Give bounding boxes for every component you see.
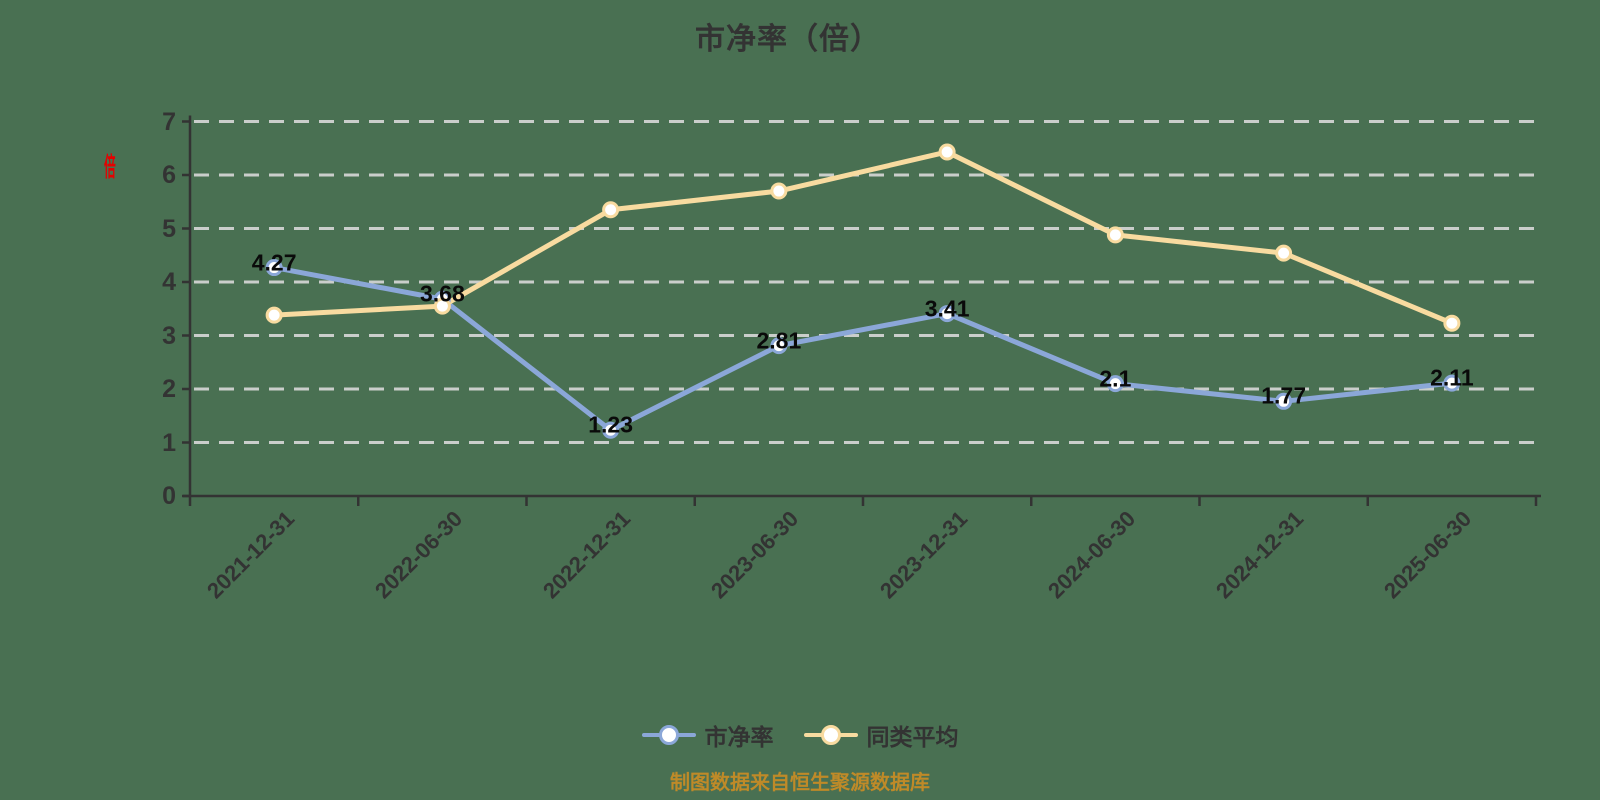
legend: 市净率 同类平均	[0, 718, 1600, 752]
data-source-caption: 制图数据来自恒生聚源数据库	[670, 772, 930, 794]
y-tick-label: 6	[162, 161, 176, 189]
data-point-pb-2025-06-30[interactable]	[1443, 374, 1461, 392]
legend-label-avg: 同类平均	[866, 724, 959, 750]
y-tick-label: 0	[162, 482, 176, 510]
data-point-avg-2024-12-31[interactable]	[1275, 244, 1293, 262]
data-point-pb-2023-06-30[interactable]	[770, 337, 788, 355]
y-tick-label: 7	[162, 107, 176, 136]
data-label: 2.11	[1430, 364, 1474, 391]
data-label: 4.27	[251, 249, 297, 276]
data-label: 3.68	[419, 280, 465, 307]
data-point-pb-2024-06-30[interactable]	[1106, 375, 1124, 393]
legend-item-pb[interactable]: 市净率	[641, 718, 774, 752]
y-tick-label: 5	[162, 214, 176, 243]
data-label: 1.77	[1261, 382, 1307, 409]
y-axis-unit-label: 倍	[104, 152, 116, 182]
y-tick-label: 4	[162, 268, 176, 296]
data-label: 2.81	[756, 327, 802, 354]
series-line-pb	[271, 265, 1455, 433]
data-point-pb-2021-12-31[interactable]	[265, 259, 283, 277]
data-label: 3.41	[924, 295, 970, 322]
data-point-avg-2025-06-30[interactable]	[1443, 314, 1461, 332]
legend-item-avg[interactable]: 同类平均	[803, 718, 959, 752]
line-marker-icon	[803, 722, 858, 748]
y-tick-label: 2	[162, 375, 176, 403]
y-tick-label: 1	[162, 428, 176, 457]
line-marker-icon	[641, 722, 696, 748]
data-point-pb-2023-12-31[interactable]	[938, 305, 956, 323]
data-point-avg-2022-06-30[interactable]	[433, 297, 451, 315]
data-point-pb-2022-12-31[interactable]	[602, 421, 620, 439]
chart-title: 市净率（倍）	[695, 23, 881, 56]
data-point-avg-2024-06-30[interactable]	[1106, 226, 1124, 244]
data-point-avg-2023-06-30[interactable]	[770, 182, 788, 200]
data-point-pb-2024-12-31[interactable]	[1275, 392, 1293, 410]
y-tick-label: 3	[162, 321, 176, 350]
data-point-avg-2023-12-31[interactable]	[938, 143, 956, 161]
legend-circle	[658, 725, 679, 745]
data-label: 1.23	[588, 411, 634, 438]
series-line-avg	[271, 149, 1455, 326]
data-point-avg-2021-12-31[interactable]	[265, 306, 283, 324]
legend-circle	[820, 725, 841, 745]
legend-label-pb: 市净率	[704, 724, 774, 750]
data-label: 2.1	[1099, 365, 1132, 392]
data-point-avg-2022-12-31[interactable]	[602, 201, 620, 219]
